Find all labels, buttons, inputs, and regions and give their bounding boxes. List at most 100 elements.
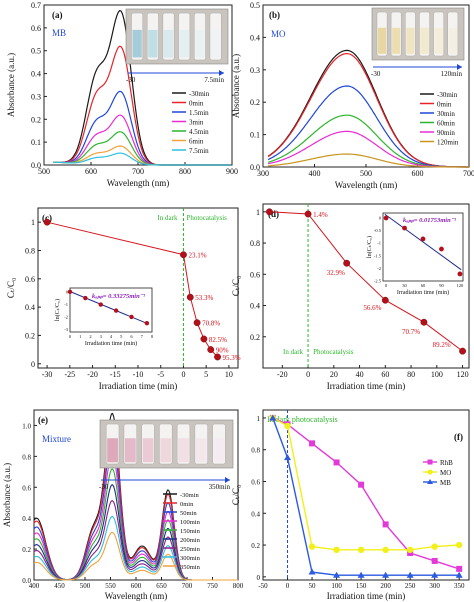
inset-y-tick-label: -2 xyxy=(377,266,381,271)
inset-x-tick-label: 90 xyxy=(439,283,444,288)
y-tick-label: 0.5 xyxy=(31,47,41,56)
vial-liquid xyxy=(148,29,158,58)
data-point xyxy=(343,259,351,267)
x-tick-label: 10 xyxy=(225,370,233,379)
legend-entry: 1.5min xyxy=(189,109,209,117)
x-tick-label: 80 xyxy=(407,370,415,379)
region-labels: In dark photocatalysis xyxy=(267,415,338,424)
y-tick-label: 0.0 xyxy=(250,163,260,172)
x-tick-label: 100 xyxy=(431,370,443,379)
y-tick-label: 0 xyxy=(31,360,35,369)
x-tick-label: 400 xyxy=(309,169,321,178)
data-point xyxy=(357,546,365,554)
point-label: 82.5% xyxy=(209,336,227,344)
region-label: Photocatalysis xyxy=(186,214,227,222)
data-point xyxy=(459,347,466,355)
y-tick-label: 0.1 xyxy=(250,131,260,140)
y-tick-label: 0.7 xyxy=(31,1,41,10)
panel-title: MB xyxy=(52,28,66,38)
y-tick-label: 0.5 xyxy=(250,1,260,10)
data-point xyxy=(420,318,428,326)
x-tick-label: 800 xyxy=(179,167,191,176)
x-tick-label: 600 xyxy=(85,167,97,176)
x-axis-label: Wavelength (nm) xyxy=(107,178,170,188)
data-point xyxy=(186,293,194,301)
panel-c: -30 -25 -20 -15 -10 -5 0 5 1000.20.40.60.81Irrad… xyxy=(6,207,241,391)
point-label: 56.6% xyxy=(363,304,381,312)
vial-liquid xyxy=(406,27,415,54)
inset-x-tick-label: 5 xyxy=(120,334,123,339)
inset-y-tick-label: -3 xyxy=(64,327,68,332)
plot-frame xyxy=(262,203,470,369)
inset-y-tick-label: 0 xyxy=(379,216,382,221)
arrow-start-label: -30 xyxy=(99,483,109,491)
plot-frame xyxy=(262,409,470,581)
y-tick-label: 0.4 xyxy=(250,302,260,311)
panel-label: (b) xyxy=(269,10,280,20)
x-tick-label: 20 xyxy=(330,370,338,379)
data-point xyxy=(180,251,187,259)
y-tick-label: 0.0 xyxy=(22,577,31,585)
panel-label: (d) xyxy=(268,209,279,219)
panel-title: Mixture xyxy=(42,434,71,444)
x-axis-label: Irradiation time (min) xyxy=(99,381,177,391)
panel-b: 300 400 500 600 700 0.0 0.1 0.2 0.3 0.4 0.5 Wavelen… xyxy=(231,1,474,190)
region-label: In dark xyxy=(283,348,304,356)
data-point xyxy=(284,454,292,461)
x-tick-label: 550 xyxy=(105,582,116,590)
data-point xyxy=(214,353,221,361)
data-point xyxy=(431,571,439,578)
vial-liquid xyxy=(434,27,443,54)
legend-entry: 7.5min xyxy=(189,147,209,155)
y-tick-label: 0.2 xyxy=(250,98,260,107)
region-label: In dark xyxy=(267,415,290,424)
panel-label: (f) xyxy=(454,432,463,442)
panel-label: (e) xyxy=(38,415,48,425)
legend-entry: 6min xyxy=(189,138,204,146)
y-tick-label: 0 xyxy=(257,574,261,582)
x-tick-label: -20 xyxy=(87,370,98,379)
x-tick-label: 0 xyxy=(306,370,310,379)
inset-y-tick-label: -1 xyxy=(64,302,68,307)
data-point xyxy=(308,568,316,575)
data-point xyxy=(382,546,389,554)
legend-entry: 0min xyxy=(180,501,194,508)
legend-entry: 300min xyxy=(180,555,201,562)
inset-x-tick-label: 4 xyxy=(110,334,113,339)
inset-data-point xyxy=(420,236,426,242)
time-arrow-head xyxy=(225,477,230,483)
inset-y-tick-label: -1.5 xyxy=(374,253,382,258)
y-axis-label: Cₜ/C₀ xyxy=(231,485,241,505)
x-axis-label: Wavelength (nm) xyxy=(105,591,168,601)
inset-data-point xyxy=(457,271,463,277)
inset-y-tick-label: -1 xyxy=(377,241,381,246)
x-tick-label: 600 xyxy=(131,582,142,590)
point-label: 1.4% xyxy=(313,211,328,219)
inset-data-point xyxy=(113,308,119,313)
legend-entry: 90min xyxy=(437,129,455,137)
x-tick-label: 450 xyxy=(54,582,65,590)
inset-x-tick-label: 6 xyxy=(130,334,133,339)
y-axis-label: Absorbance (a.u.) xyxy=(6,53,16,117)
x-tick-label: 350 xyxy=(454,582,465,590)
inset-x-tick-label: 60 xyxy=(421,283,426,288)
inset-x-tick-label: 30 xyxy=(402,283,407,288)
inset-frame xyxy=(69,287,153,333)
vial-liquid xyxy=(142,438,154,463)
y-tick-label: 0.8 xyxy=(250,239,260,248)
fit-line xyxy=(69,291,150,325)
vial-liquid xyxy=(210,29,221,58)
region-label: In dark xyxy=(157,214,178,222)
data-point xyxy=(333,546,340,554)
rate-constant-label: kₐₚₚ= 0.33275min⁻¹ xyxy=(92,293,145,300)
data-point xyxy=(309,440,316,447)
panel-label: (a) xyxy=(52,10,63,20)
legend-entry: 120min xyxy=(437,139,459,147)
y-axis-label: Absorbance (a.u.) xyxy=(2,463,12,527)
legend-entry: 30min xyxy=(437,110,455,118)
region-label: photocatalysis xyxy=(292,415,338,424)
arrow-end-label: 350min xyxy=(209,483,231,491)
data-point xyxy=(308,543,316,550)
arrow-end-label: 7.5min xyxy=(204,76,224,84)
series-line xyxy=(272,417,460,576)
